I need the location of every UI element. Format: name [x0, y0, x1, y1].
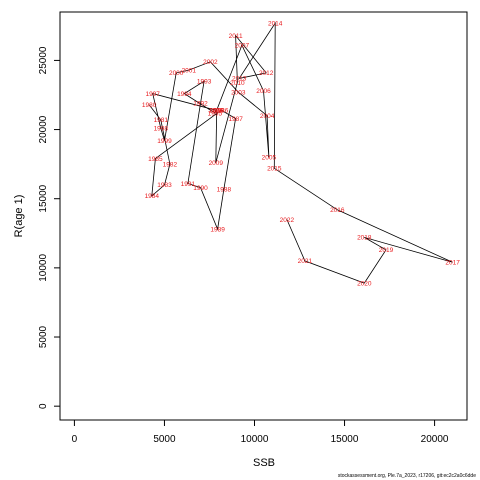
x-tick-label-0: 0 — [72, 434, 78, 445]
x-axis: 0 5000 10000 15000 20000 — [72, 420, 449, 445]
point-label-2001: 2001 — [182, 67, 197, 74]
point-label-1986: 1986 — [214, 108, 229, 115]
point-label-2005: 2005 — [262, 155, 277, 162]
point-label-1995: 1995 — [208, 110, 223, 117]
footer-credit: stockassessment.org, Ple.7a_2023, r17206… — [338, 473, 476, 479]
point-label-2009: 2009 — [209, 160, 224, 167]
point-label-2008: 2008 — [209, 108, 224, 115]
point-label-2010: 2010 — [230, 80, 245, 87]
point-label-2022: 2022 — [280, 217, 295, 224]
point-label-2015: 2015 — [267, 166, 282, 173]
point-label-2014: 2014 — [268, 20, 283, 27]
x-tick-label-5000: 5000 — [153, 434, 176, 445]
y-axis: 0 5000 10000 15000 20000 25000 — [38, 46, 60, 409]
point-label-2012: 2012 — [259, 70, 274, 77]
point-label-1983: 1983 — [157, 182, 172, 189]
y-tick-label-0: 0 — [38, 403, 49, 409]
point-label-1990: 1990 — [193, 185, 208, 192]
y-tick-label-15000: 15000 — [38, 184, 49, 212]
y-tick-label-25000: 25000 — [38, 46, 49, 74]
y-axis-title: R(age 1) — [13, 195, 25, 238]
point-label-2003: 2003 — [231, 90, 246, 97]
point-label-1984: 1984 — [145, 193, 160, 200]
y-tick-label-5000: 5000 — [38, 325, 49, 348]
y-tick-label-20000: 20000 — [38, 115, 49, 143]
x-axis-title: SSB — [253, 457, 275, 469]
point-label-2007: 2007 — [235, 43, 250, 50]
point-label-2013: 2013 — [232, 76, 247, 83]
point-label-1997: 1997 — [145, 91, 160, 98]
series-line — [148, 21, 453, 284]
point-label-1991: 1991 — [181, 181, 196, 188]
point-label-1996: 1996 — [209, 108, 224, 115]
point-label-2021: 2021 — [298, 258, 313, 265]
point-label-2017: 2017 — [445, 260, 460, 267]
point-label-2016: 2016 — [330, 207, 345, 214]
x-tick-label-10000: 10000 — [241, 434, 269, 445]
point-label-1998: 1998 — [154, 126, 169, 133]
point-label-1994: 1994 — [177, 91, 192, 98]
point-label-1980: 1980 — [142, 102, 157, 109]
point-label-1981: 1981 — [154, 117, 169, 124]
point-label-2019: 2019 — [379, 247, 394, 254]
x-tick-label-20000: 20000 — [421, 434, 449, 445]
point-label-1988: 1988 — [217, 186, 232, 193]
point-label-1987: 1987 — [228, 116, 243, 123]
point-label-2000: 2000 — [169, 70, 184, 77]
plot-frame — [59, 11, 468, 421]
y-tick-label-10000: 10000 — [38, 254, 49, 282]
point-label-2011: 2011 — [229, 33, 243, 40]
point-label-1993: 1993 — [197, 79, 212, 86]
point-label-1985: 1985 — [148, 156, 163, 163]
point-label-1992: 1992 — [193, 101, 208, 108]
point-label-1999: 1999 — [157, 138, 172, 145]
point-label-1989: 1989 — [210, 226, 225, 233]
point-label-2018: 2018 — [357, 235, 372, 242]
point-label-2004: 2004 — [260, 113, 275, 120]
point-label-1982: 1982 — [163, 161, 178, 168]
x-tick-label-15000: 15000 — [331, 434, 359, 445]
point-label-2020: 2020 — [357, 280, 372, 287]
point-label-2006: 2006 — [256, 88, 271, 95]
point-label-2002: 2002 — [203, 59, 218, 66]
